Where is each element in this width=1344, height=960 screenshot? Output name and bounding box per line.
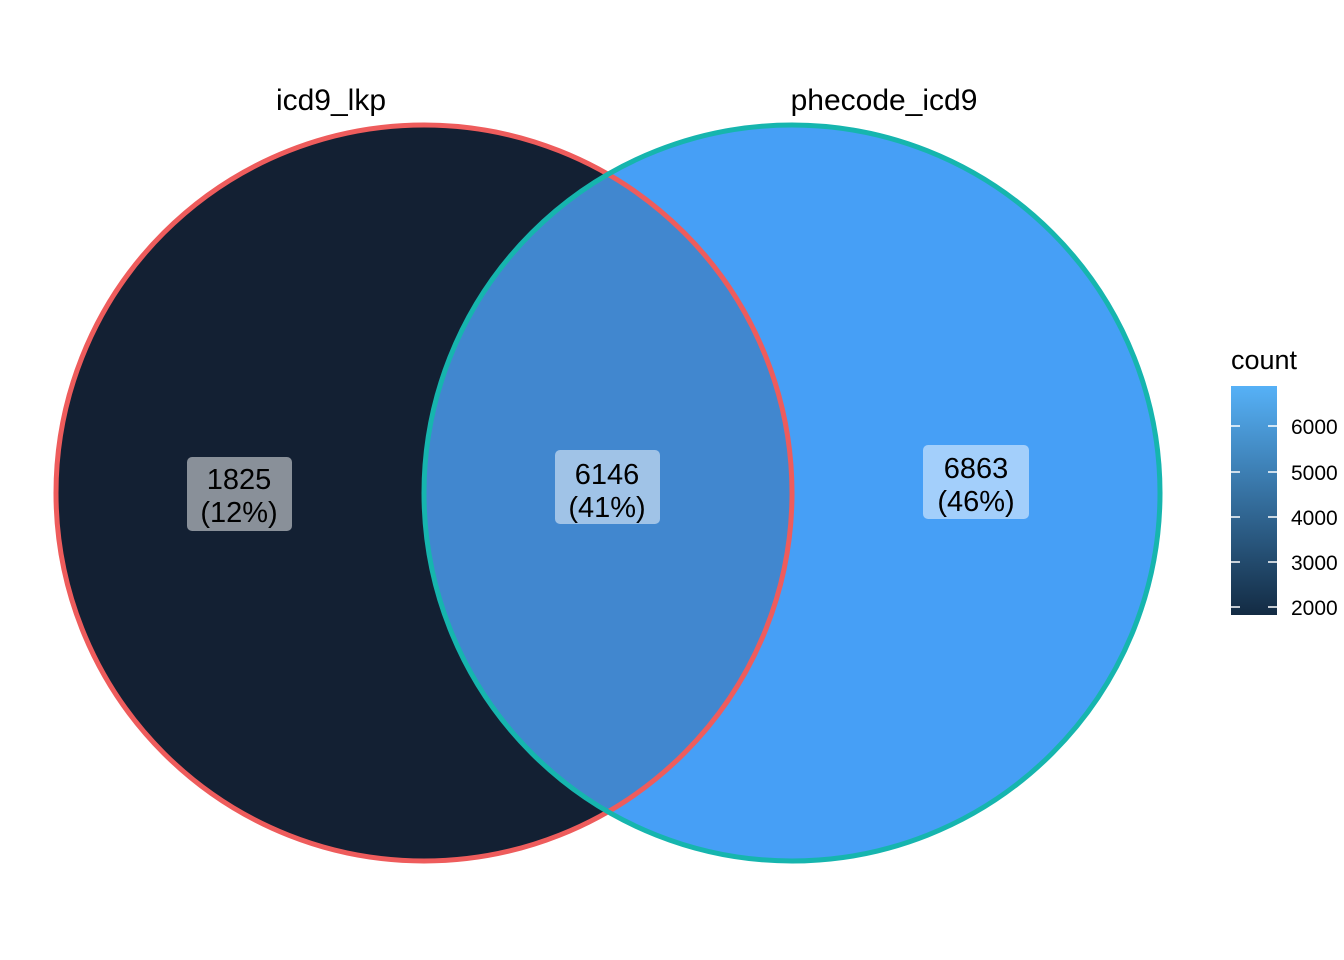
region-count: 1825 [207, 464, 272, 496]
legend-tick-label: 5000 [1291, 462, 1338, 485]
set-outline-phecode-icd9 [421, 122, 1163, 864]
legend-tick: 6000 [1231, 416, 1338, 439]
region-count: 6146 [575, 459, 640, 491]
region-label-icd9-lkp-only: 1825 (12%) [187, 457, 292, 531]
set-label-phecode-icd9: phecode_icd9 [791, 84, 978, 117]
region-label-phecode-icd9-only: 6863 (46%) [923, 445, 1029, 519]
set-label-icd9-lkp: icd9_lkp [276, 84, 386, 117]
region-intersection [424, 125, 792, 861]
legend-colorbar [1231, 386, 1277, 615]
region-percent: (12%) [200, 497, 277, 529]
legend-tick: 2000 [1231, 597, 1338, 620]
legend-tick: 5000 [1231, 462, 1338, 485]
legend-title: count [1231, 345, 1298, 375]
legend-tick-label: 2000 [1291, 597, 1338, 620]
legend-tick: 3000 [1231, 552, 1338, 575]
region-percent: (46%) [937, 486, 1014, 518]
region-label-intersection: 6146 (41%) [555, 450, 660, 524]
color-legend: count 6000 5000 4000 3000 2000 [1231, 345, 1338, 620]
legend-tick: 4000 [1231, 507, 1338, 530]
region-count: 6863 [944, 453, 1009, 485]
legend-tick-label: 6000 [1291, 416, 1338, 439]
legend-tick-label: 4000 [1291, 507, 1338, 530]
region-percent: (41%) [568, 492, 645, 524]
set-outline-icd9-lkp [53, 122, 795, 864]
legend-tick-label: 3000 [1291, 552, 1338, 575]
